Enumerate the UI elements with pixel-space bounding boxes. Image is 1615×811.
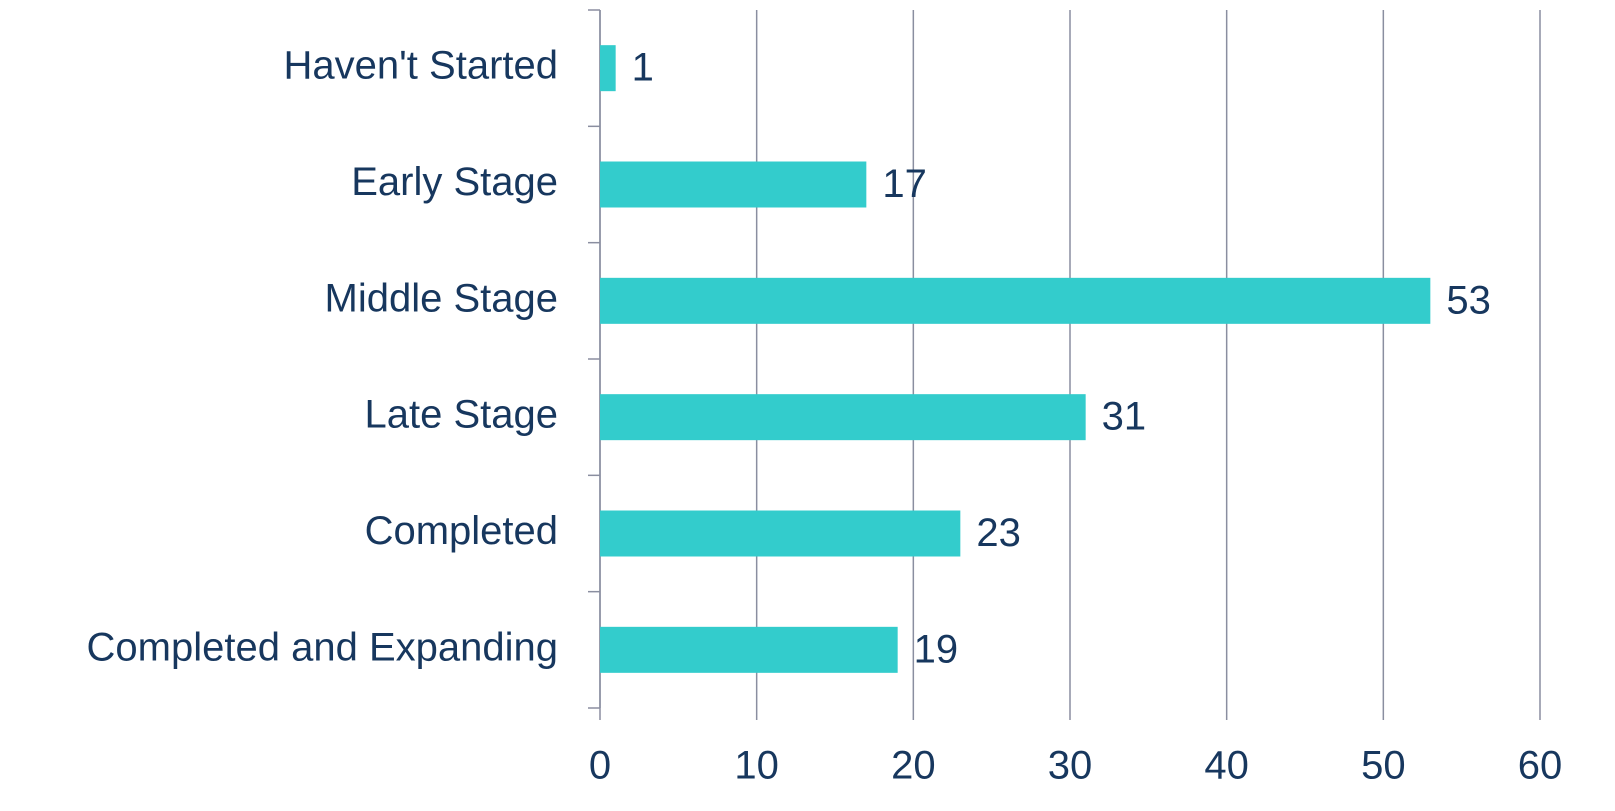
y-tick-label: Middle Stage xyxy=(325,276,558,320)
y-tick-label: Early Stage xyxy=(351,160,558,204)
value-label: 1 xyxy=(632,46,654,90)
x-tick-label: 50 xyxy=(1361,744,1406,788)
bar xyxy=(600,626,898,673)
x-tick-label: 20 xyxy=(891,744,936,788)
bar xyxy=(600,277,1431,324)
bar xyxy=(600,394,1086,441)
y-tick-label: Completed xyxy=(365,509,558,553)
x-tick-label: 60 xyxy=(1518,744,1563,788)
y-tick-label: Late Stage xyxy=(365,393,559,437)
x-tick-label: 40 xyxy=(1204,744,1249,788)
value-label: 53 xyxy=(1446,278,1491,322)
x-tick-label: 0 xyxy=(589,744,611,788)
bar xyxy=(600,45,616,92)
bar xyxy=(600,161,867,208)
y-tick-label: Completed and Expanding xyxy=(87,625,558,669)
value-label: 19 xyxy=(914,627,959,671)
x-tick-label: 30 xyxy=(1048,744,1093,788)
value-label: 17 xyxy=(882,162,927,206)
y-tick-label: Haven't Started xyxy=(284,44,558,88)
value-label: 23 xyxy=(976,511,1021,555)
x-tick-label: 10 xyxy=(734,744,779,788)
bar xyxy=(600,510,961,557)
value-label: 31 xyxy=(1102,395,1147,439)
